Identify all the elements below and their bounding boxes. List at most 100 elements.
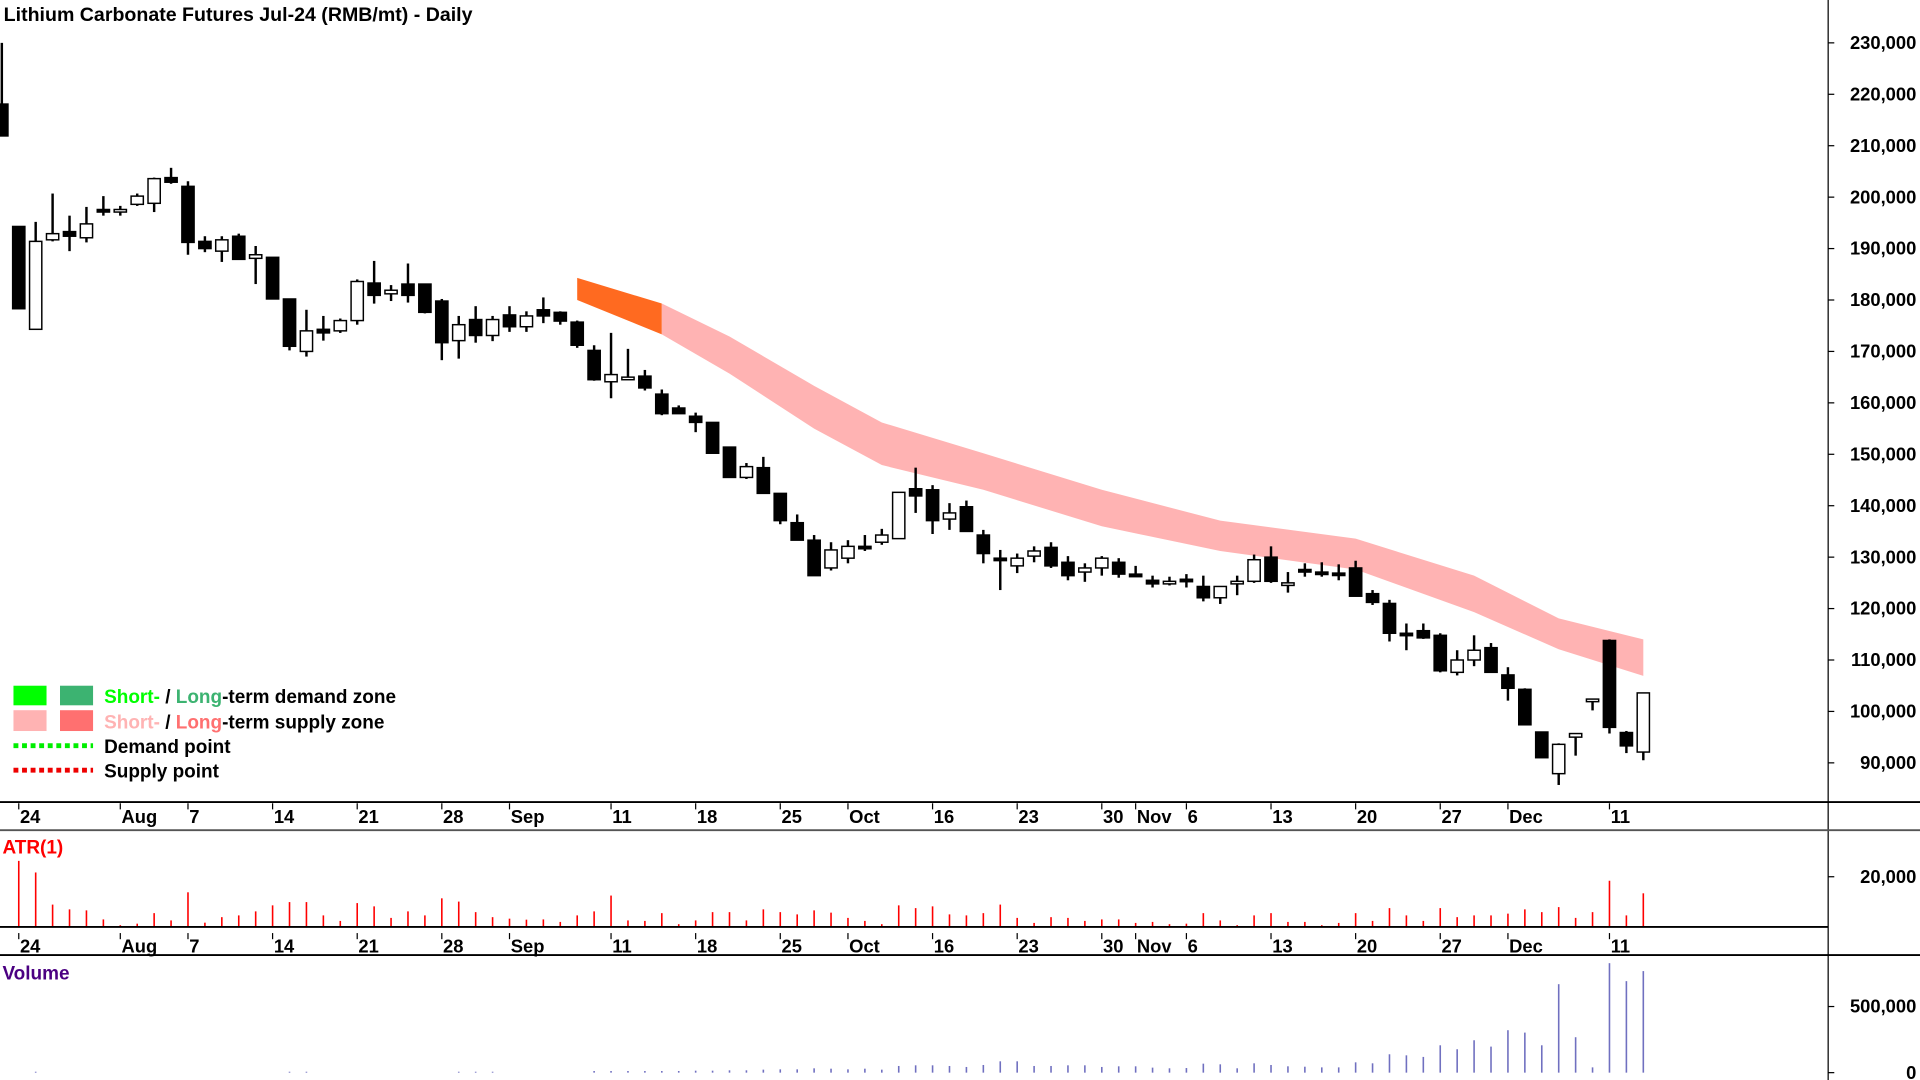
candle [519,311,534,332]
candle [1348,560,1363,597]
candle [1314,562,1329,577]
candle [925,485,940,535]
candle-body-down [587,349,601,381]
candle-body-down [1416,629,1431,639]
date-label: 23 [1018,806,1038,827]
candle [28,221,43,331]
candle [79,206,94,243]
candle [299,309,314,357]
candle [248,245,263,285]
candle-body-up [1162,580,1177,585]
candle [181,181,195,255]
candle-body-down [638,375,652,389]
candle-body-down [62,230,77,237]
candle [976,529,991,564]
candle [1213,585,1228,604]
volume-tick-label: 0 [1906,1062,1916,1080]
date-label: 25 [781,806,801,827]
price-tick-label: 190,000 [1850,238,1916,259]
price-tick-label: 170,000 [1850,341,1916,362]
date-label: 16 [934,936,954,957]
candle [1450,650,1465,676]
candle-body-down [11,225,26,310]
candle-body-down [401,283,415,297]
date-label: 30 [1103,936,1123,957]
candle [858,535,872,551]
candle [739,463,754,479]
candle-body-down [1399,632,1414,637]
legend-demand-point-label: Demand point [104,737,231,758]
candle [1061,556,1075,581]
candle-body-down [671,407,686,415]
candle-body-down [1501,674,1515,690]
candle-body-down [96,208,111,213]
date-label: Aug [122,806,158,827]
volume-layer [34,963,1645,1073]
volume-panel-label: Volume [2,964,69,985]
short-term-supply-zone [661,303,1644,676]
candle-body-up [28,240,43,331]
date-label: 7 [189,806,199,827]
candle-body-up [1230,580,1245,585]
candle [908,467,923,513]
date-label: 28 [443,936,463,957]
legend-long-demand-swatch [60,685,94,706]
candle [1078,563,1092,582]
candle-body-down [925,489,940,522]
candle-body-down [1534,731,1549,759]
candle [1416,623,1431,639]
candle-body-down [959,506,974,533]
atr-panel-label: ATR(1) [2,837,63,858]
candle-body-down [502,314,517,328]
date-label: 27 [1441,936,1461,957]
candle-body-up [1551,743,1566,775]
chart-title: Lithium Carbonate Futures Jul-24 (RMB/mt… [4,4,473,26]
price-tick-label: 160,000 [1850,392,1916,413]
candle [62,215,77,252]
date-label: 23 [1018,936,1038,957]
date-label: Sep [511,936,545,957]
candle-body-down [790,521,805,541]
price-tick-label: 110,000 [1851,649,1916,670]
candle [722,446,737,479]
candle-body-down [908,488,923,497]
candle [756,456,771,495]
candle-body-down [282,298,297,348]
legend-short-demand-swatch [13,685,47,706]
candle [384,285,398,302]
candle-body-down [265,256,280,300]
candle [1111,558,1126,578]
candle [1230,575,1245,596]
date-label: Sep [511,806,545,827]
candle-body-up [113,208,128,213]
price-axis-labels: 90,000 100,000 110,000 120,000 130,000 140,00… [1828,32,1916,1080]
candle [1365,590,1380,605]
candle-body-up [1078,567,1092,573]
candle [1619,730,1634,754]
candle [45,193,60,242]
volume-tick-label: 500,000 [1850,996,1916,1017]
candle-body-up [1450,659,1465,674]
candle [621,348,635,381]
candle [807,535,821,577]
date-label: 14 [274,806,295,827]
candle [401,263,415,303]
candle-body-up [1585,698,1600,703]
atr-tick-label: 20,000 [1860,866,1916,887]
date-label: Nov [1137,806,1172,827]
candle [418,283,432,314]
candle [96,196,111,216]
candle [705,421,720,454]
legend-supply-zone-label: Short- / Long-term supply zone [104,713,384,734]
candle [1281,572,1295,593]
price-tick-label: 90,000 [1860,752,1916,773]
date-label: Oct [849,936,880,957]
candle-body-down [976,534,991,555]
legend-demand-short: Short- [104,687,160,708]
candle [1331,564,1346,581]
candle-body-down [858,545,872,550]
candle-body-down [1314,571,1329,576]
candle-body-down [198,240,212,250]
candle [1298,563,1312,577]
candle [1568,732,1583,756]
